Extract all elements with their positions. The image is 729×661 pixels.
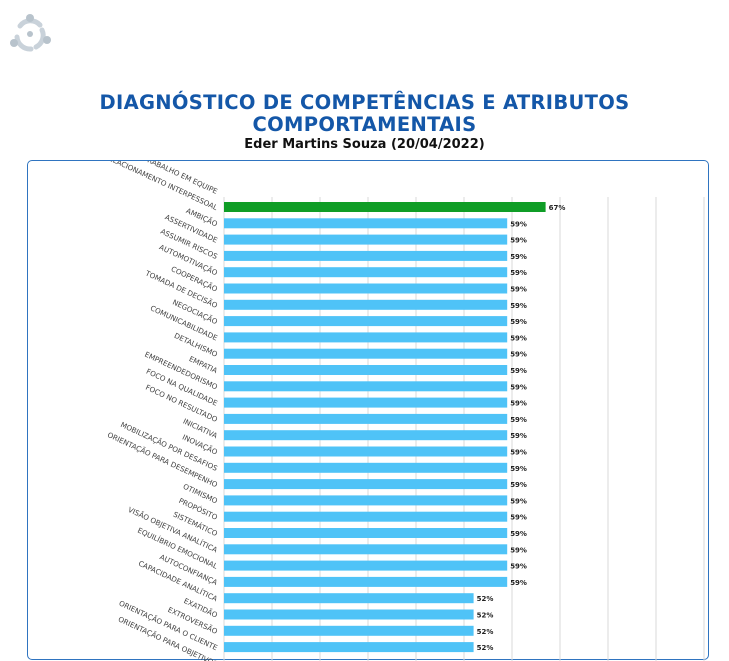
bar — [224, 381, 508, 392]
bar — [224, 234, 508, 245]
bar — [224, 495, 508, 506]
bar-value-label: 52% — [477, 628, 494, 636]
bar-value-label: 52% — [477, 612, 494, 620]
bar-value-label: 59% — [510, 286, 527, 294]
bar — [224, 348, 508, 359]
bar — [224, 218, 508, 229]
bar — [224, 609, 474, 620]
bar-value-label: 59% — [510, 383, 527, 391]
bar-value-label: 59% — [510, 579, 527, 587]
bar — [224, 316, 508, 327]
bar — [224, 479, 508, 490]
bar-value-label: 59% — [510, 563, 527, 571]
bar — [224, 413, 508, 424]
bar — [224, 625, 474, 636]
bar-value-label: 59% — [510, 318, 527, 326]
bar-value-label: 59% — [510, 449, 527, 457]
bar — [224, 576, 508, 587]
bar — [224, 446, 508, 457]
bar-chart: 67% 59% 59% 59% 59% 59% 59% 59% 59% 59% 59% 59% 59% 5… — [103, 161, 705, 661]
bar — [224, 511, 508, 522]
page-subtitle: Eder Martins Souza (20/04/2022) — [244, 137, 485, 152]
bar-value-label: 52% — [477, 644, 494, 652]
bar — [224, 365, 508, 375]
bar — [224, 267, 508, 278]
bar — [224, 528, 508, 538]
bar — [224, 462, 508, 473]
title-line-2: COMPORTAMENTAIS — [252, 113, 477, 136]
bar-value-label: 59% — [510, 302, 527, 310]
bar-value-label: 59% — [510, 334, 527, 342]
bar — [224, 430, 508, 441]
bar-value-label: 59% — [510, 481, 527, 489]
bar-value-label: 59% — [510, 220, 527, 228]
bar-value-label: 59% — [510, 237, 527, 245]
bar-value-label: 59% — [510, 530, 527, 538]
bar — [224, 544, 508, 555]
bar — [224, 202, 546, 212]
bar — [224, 560, 508, 571]
bar — [224, 250, 508, 261]
title-line-1: DIAGNÓSTICO DE COMPETÊNCIAS E ATRIBUTOS — [99, 91, 630, 114]
bar-value-label: 59% — [510, 432, 527, 440]
bar-value-label: 59% — [510, 497, 527, 505]
bar — [224, 299, 508, 310]
bar — [224, 332, 508, 343]
bar-value-label: 52% — [477, 595, 494, 603]
bar-value-label: 67% — [549, 204, 566, 212]
bar-value-label: 59% — [510, 465, 527, 473]
bar — [224, 283, 508, 294]
bar-value-label: 59% — [510, 400, 527, 408]
bar-value-label: 59% — [510, 253, 527, 261]
chart-panel: 67% 59% 59% 59% 59% 59% 59% 59% 59% 59% 59% 59% 59% 5… — [27, 160, 709, 661]
bar-value-label: 59% — [510, 269, 527, 277]
bar-value-label: 59% — [510, 416, 527, 424]
bar-value-label: 59% — [510, 367, 527, 375]
bar-value-label: 59% — [510, 351, 527, 359]
bar — [224, 397, 508, 408]
page-title: DIAGNÓSTICO DE COMPETÊNCIAS E ATRIBUTOS … — [0, 92, 729, 136]
bar-value-label: 59% — [510, 514, 527, 522]
bar — [224, 642, 474, 653]
bar-value-label: 59% — [510, 546, 527, 554]
bar — [224, 593, 474, 604]
people-circle-logo-icon — [10, 14, 51, 52]
